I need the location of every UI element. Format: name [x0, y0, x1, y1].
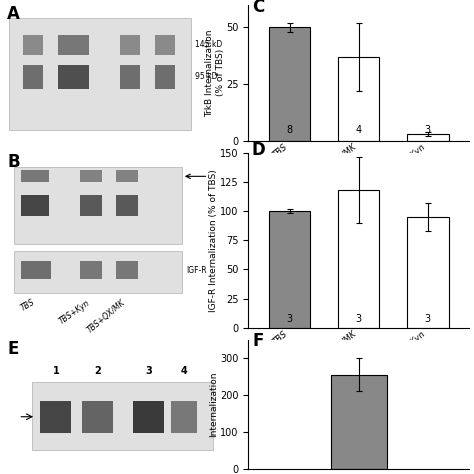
Bar	[80, 170, 102, 182]
Text: 145 kD: 145 kD	[195, 40, 222, 49]
Text: 2: 2	[94, 366, 101, 376]
Bar	[23, 35, 43, 55]
Y-axis label: IGF-R Internalization (% of TBS): IGF-R Internalization (% of TBS)	[210, 169, 219, 311]
Bar	[155, 35, 175, 55]
Bar	[80, 261, 102, 279]
Text: 3: 3	[146, 366, 152, 376]
Text: 3: 3	[287, 314, 293, 324]
Bar	[155, 64, 175, 89]
Text: 3: 3	[356, 314, 362, 324]
Text: 4: 4	[181, 366, 188, 376]
Bar	[14, 251, 182, 293]
Bar	[58, 35, 89, 55]
Bar	[407, 217, 448, 328]
Bar	[20, 195, 49, 216]
Text: A: A	[7, 5, 20, 23]
Bar	[120, 35, 140, 55]
Bar	[269, 211, 310, 328]
Text: D: D	[252, 141, 265, 159]
Bar	[23, 64, 43, 89]
Bar	[171, 401, 197, 433]
Text: IGF-R: IGF-R	[186, 265, 207, 274]
Bar	[269, 27, 310, 141]
Text: 95 kD: 95 kD	[195, 73, 218, 82]
Text: C: C	[252, 0, 264, 16]
Bar	[20, 261, 52, 279]
Text: 1: 1	[53, 366, 59, 376]
Bar	[9, 18, 191, 130]
Text: 3: 3	[425, 125, 431, 135]
Bar	[20, 170, 49, 182]
Text: E: E	[7, 339, 18, 357]
Bar	[120, 64, 140, 89]
Text: TBS+Kyn: TBS+Kyn	[57, 298, 91, 326]
Text: TBS: TBS	[19, 298, 36, 313]
Bar	[407, 134, 448, 141]
Y-axis label: TrkB Internalization
(% of TBS): TrkB Internalization (% of TBS)	[205, 29, 225, 117]
Bar	[338, 57, 380, 141]
Bar	[40, 401, 72, 433]
Bar	[338, 190, 380, 328]
Text: TBS+QX/MK: TBS+QX/MK	[85, 298, 127, 335]
Bar	[58, 64, 89, 89]
Bar	[116, 195, 137, 216]
Y-axis label: Internalization: Internalization	[210, 372, 219, 437]
Bar	[116, 261, 137, 279]
Text: 4: 4	[356, 125, 362, 135]
Bar	[32, 383, 213, 450]
Text: F: F	[253, 332, 264, 350]
Bar	[331, 375, 387, 469]
Bar	[82, 401, 113, 433]
Bar	[116, 170, 137, 182]
Text: B: B	[7, 153, 20, 171]
Text: 8: 8	[287, 125, 293, 135]
Bar	[133, 401, 164, 433]
Bar	[14, 167, 182, 244]
Text: 3: 3	[425, 314, 431, 324]
Bar	[80, 195, 102, 216]
